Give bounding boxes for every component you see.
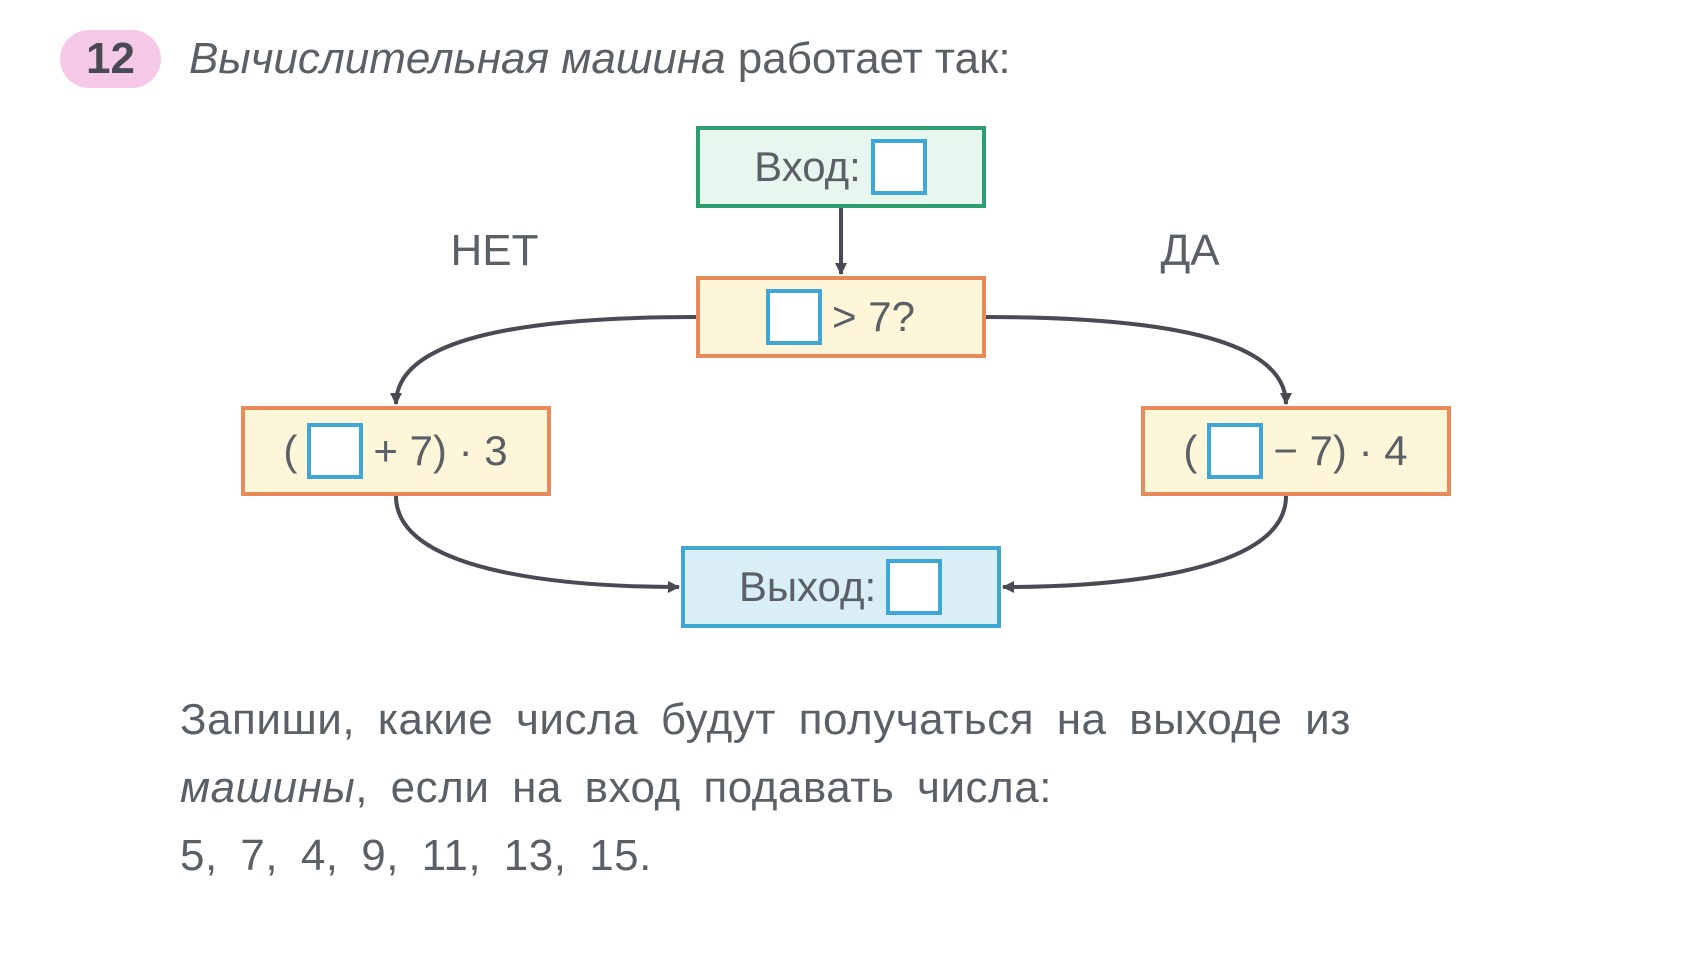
op-no-pre: (	[283, 427, 297, 475]
output-box: Выход:	[681, 546, 1001, 628]
footer-numbers: 5, 7, 4, 9, 11, 13, 15.	[180, 822, 1581, 890]
header-row: 12 Вычислительная машина работает так:	[60, 30, 1621, 88]
branch-label-yes: ДА	[1161, 226, 1220, 276]
flowchart: Вход: > 7? НЕТ ДА ( + 7) · 3 ( − 7) · 4 …	[151, 106, 1531, 666]
footer-line2: машины, если на вход подавать числа:	[180, 754, 1581, 822]
op-no-slot	[307, 423, 363, 479]
decision-box: > 7?	[696, 276, 986, 358]
output-slot	[886, 559, 942, 615]
problem-number-badge: 12	[60, 30, 161, 88]
op-yes-mid: − 7) · 4	[1273, 427, 1407, 475]
decision-slot	[766, 289, 822, 345]
footer-text: Запиши, какие числа будут получаться на …	[60, 686, 1621, 891]
op-yes-pre: (	[1183, 427, 1197, 475]
op-yes-box: ( − 7) · 4	[1141, 406, 1451, 496]
arrow-dec-to-no	[396, 317, 696, 404]
op-no-mid: + 7) · 3	[373, 427, 507, 475]
input-slot	[871, 139, 927, 195]
footer-line1: Запиши, какие числа будут получаться на …	[180, 686, 1581, 754]
op-no-box: ( + 7) · 3	[241, 406, 551, 496]
title-italic: Вычислительная машина	[189, 34, 726, 83]
decision-text: > 7?	[832, 293, 915, 341]
title-text: Вычислительная машина работает так:	[189, 34, 1011, 84]
footer-line2-rest: , если на вход подавать числа:	[355, 763, 1052, 812]
output-label: Выход:	[739, 563, 876, 611]
input-box: Вход:	[696, 126, 986, 208]
op-yes-slot	[1207, 423, 1263, 479]
arrow-yes-to-out	[1003, 496, 1286, 587]
arrow-dec-to-yes	[986, 317, 1286, 404]
branch-label-no: НЕТ	[451, 226, 539, 276]
title-rest: работает так:	[726, 34, 1011, 83]
footer-line2-italic: машины	[180, 763, 355, 812]
arrow-no-to-out	[396, 496, 679, 587]
input-label: Вход:	[754, 143, 861, 191]
